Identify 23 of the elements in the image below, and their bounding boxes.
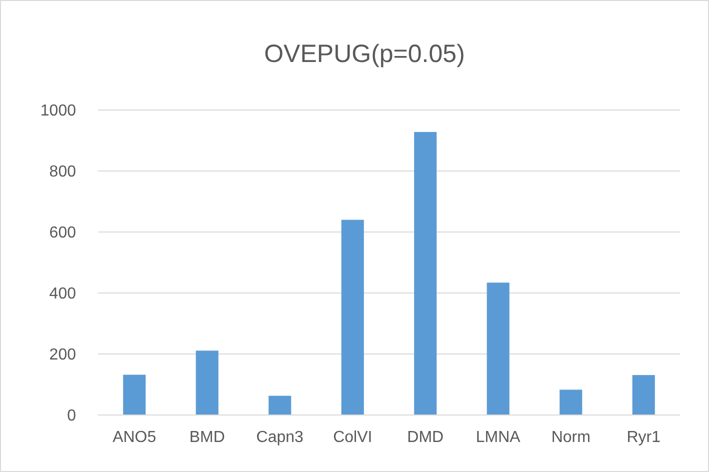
x-tick-label: ANO5 (112, 429, 156, 446)
bar (486, 282, 510, 415)
x-tick-label: LMNA (476, 429, 521, 446)
y-tick-label: 1000 (40, 102, 76, 120)
y-tick-label: 0 (67, 408, 76, 425)
bar (632, 375, 655, 415)
x-tick-label: BMD (189, 429, 225, 446)
bar (414, 132, 437, 415)
x-tick-label: Ryr1 (626, 429, 661, 446)
x-tick-label: Capn3 (256, 429, 304, 446)
bar (123, 374, 146, 415)
x-tick-label: Norm (551, 429, 590, 446)
bar (560, 390, 582, 415)
bar (268, 396, 292, 415)
y-tick-label: 200 (49, 346, 76, 364)
x-tick-label: DMD (407, 429, 444, 446)
y-tick-label: 800 (49, 164, 76, 181)
chart-title: OVEPUG(p=0.05) (264, 40, 465, 68)
y-tick-label: 600 (49, 224, 76, 242)
x-tick-label: ColVI (333, 429, 372, 446)
bar (196, 350, 218, 415)
bar (341, 220, 364, 415)
y-tick-label: 400 (49, 286, 76, 303)
